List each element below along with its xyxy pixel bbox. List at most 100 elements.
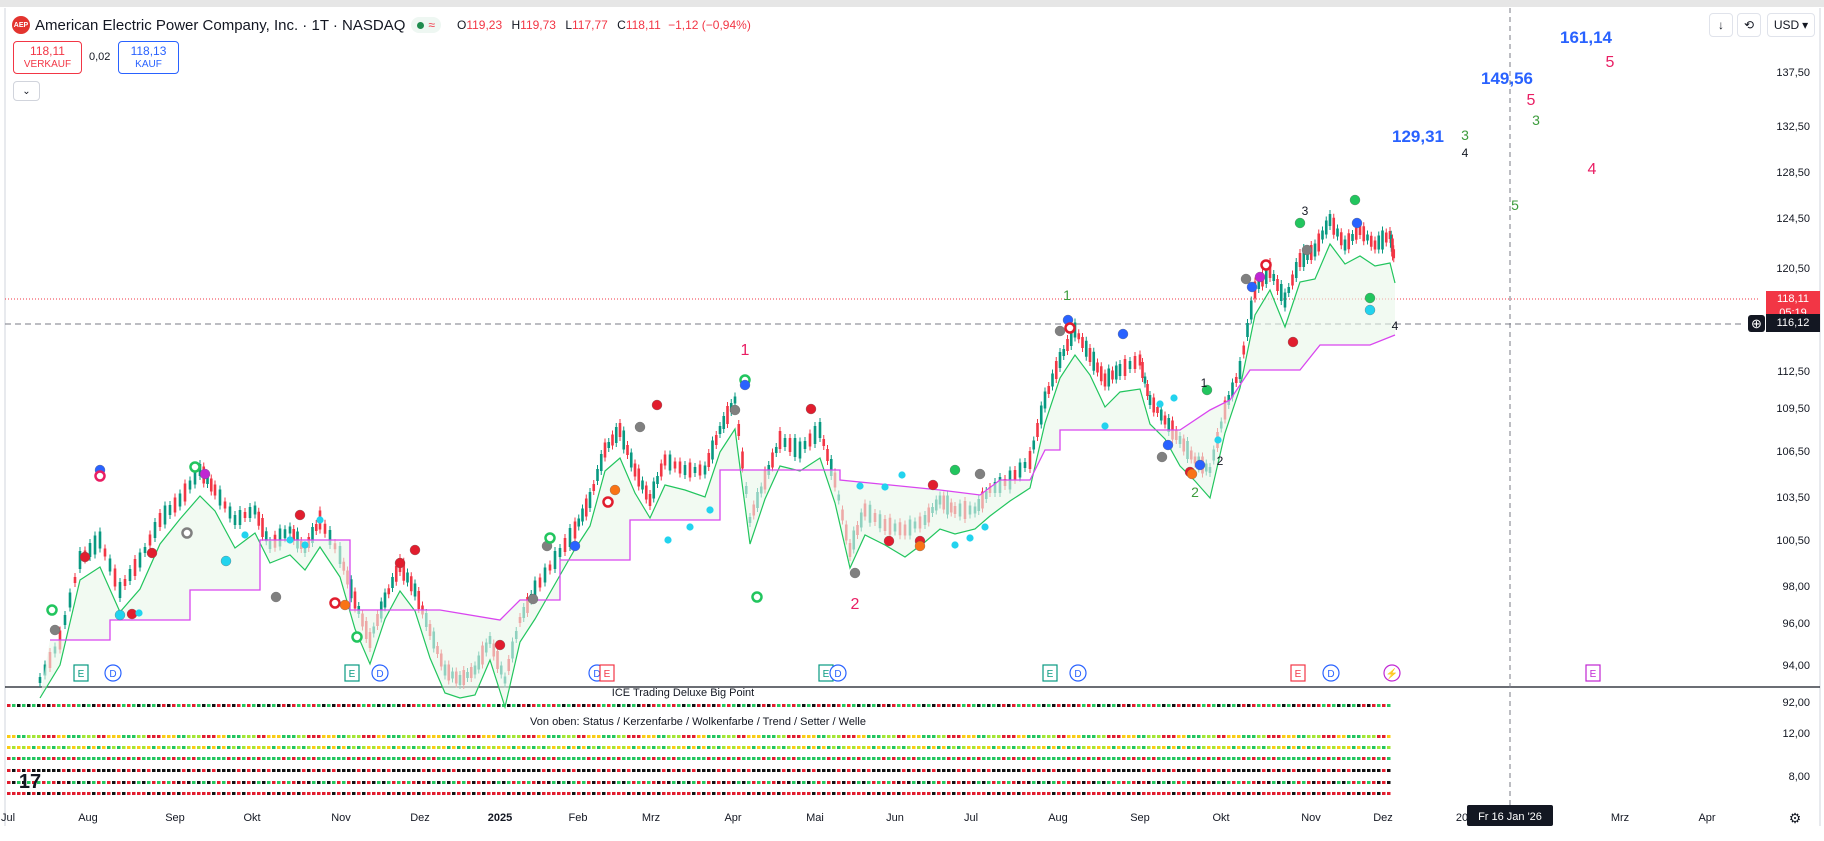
indicator-cell bbox=[1297, 757, 1301, 760]
indicator-cell bbox=[822, 704, 826, 707]
indicator-cell bbox=[397, 769, 401, 772]
signal-dot bbox=[729, 404, 741, 416]
indicator-cell bbox=[27, 781, 31, 784]
add-alert-icon[interactable]: ⊕ bbox=[1748, 315, 1765, 332]
candle-body bbox=[718, 426, 722, 434]
indicator-cell bbox=[922, 735, 926, 738]
indicator-cell bbox=[407, 769, 411, 772]
download-button[interactable]: ↓ bbox=[1709, 13, 1733, 37]
indicator-cell bbox=[967, 781, 971, 784]
event-marker-E[interactable]: E bbox=[1585, 664, 1601, 682]
indicator-cell bbox=[212, 769, 216, 772]
buy-button[interactable]: 118,13 KAUF bbox=[118, 41, 179, 74]
indicator-cell bbox=[917, 792, 921, 795]
candle-body bbox=[248, 507, 252, 518]
indicator-cell bbox=[537, 735, 541, 738]
indicator-cell bbox=[657, 792, 661, 795]
event-marker-E[interactable]: E bbox=[1290, 664, 1306, 682]
indicator-cell bbox=[1207, 757, 1211, 760]
indicator-cell bbox=[1197, 704, 1201, 707]
event-marker-D[interactable]: D bbox=[371, 664, 389, 682]
indicator-cell bbox=[507, 757, 511, 760]
event-marker-D[interactable]: D bbox=[1069, 664, 1087, 682]
indicator-cell bbox=[642, 746, 646, 749]
event-marker-E[interactable]: E bbox=[344, 664, 360, 682]
indicator-cell bbox=[1197, 746, 1201, 749]
indicator-cell bbox=[22, 757, 26, 760]
indicator-cell bbox=[487, 769, 491, 772]
indicator-cell bbox=[402, 746, 406, 749]
candle-body bbox=[1381, 230, 1384, 250]
indicator-cell bbox=[272, 704, 276, 707]
indicator-cell bbox=[1177, 746, 1181, 749]
currency-selector[interactable]: USD ▾ bbox=[1767, 13, 1815, 37]
indicator-cell bbox=[252, 769, 256, 772]
indicator-cell bbox=[802, 781, 806, 784]
indicator-cell bbox=[1242, 769, 1246, 772]
indicator-cell bbox=[872, 792, 876, 795]
indicator-cell bbox=[352, 781, 356, 784]
indicator-cell bbox=[327, 769, 331, 772]
event-marker-D[interactable]: D bbox=[829, 664, 847, 682]
event-marker-E[interactable]: E bbox=[73, 664, 89, 682]
event-marker-D[interactable]: D bbox=[104, 664, 122, 682]
event-marker-D[interactable]: D bbox=[1322, 664, 1340, 682]
indicator-cell bbox=[1147, 781, 1151, 784]
collapse-legend-button[interactable]: ⌄ bbox=[13, 81, 40, 101]
indicator-cell bbox=[657, 781, 661, 784]
candle-body bbox=[1246, 323, 1249, 337]
indicator-cell bbox=[382, 757, 386, 760]
event-marker-label: E bbox=[823, 669, 830, 680]
indicator-cell bbox=[287, 746, 291, 749]
indicator-cell bbox=[252, 792, 256, 795]
indicator-cell bbox=[37, 746, 41, 749]
event-marker-E[interactable]: E bbox=[599, 664, 615, 682]
indicator-cell bbox=[1317, 746, 1321, 749]
event-marker-label: E bbox=[604, 669, 611, 680]
indicator-cell bbox=[122, 757, 126, 760]
candle-body bbox=[1138, 354, 1142, 366]
indicator-cell bbox=[622, 792, 626, 795]
indicator-cell bbox=[482, 757, 486, 760]
indicator-cell bbox=[477, 735, 481, 738]
indicator-cell bbox=[352, 746, 356, 749]
indicator-cell bbox=[662, 746, 666, 749]
indicator-cell bbox=[792, 704, 796, 707]
sell-button[interactable]: 118,11 VERKAUF bbox=[13, 41, 82, 74]
indicator-cell bbox=[12, 769, 16, 772]
indicator-cell bbox=[807, 704, 811, 707]
indicator-cell bbox=[197, 746, 201, 749]
indicator-cell bbox=[12, 792, 16, 795]
indicator-cell bbox=[582, 769, 586, 772]
indicator-cell bbox=[1162, 757, 1166, 760]
signal-dot bbox=[49, 624, 61, 636]
candle-body bbox=[213, 484, 217, 496]
indicator-cell bbox=[592, 781, 596, 784]
indicator-cell bbox=[452, 792, 456, 795]
sync-button[interactable]: ⟲ bbox=[1737, 13, 1761, 37]
indicator-cell bbox=[1352, 757, 1356, 760]
event-marker-E[interactable]: E bbox=[818, 664, 834, 682]
indicator-cell bbox=[352, 757, 356, 760]
indicator-cell bbox=[372, 792, 376, 795]
candle-body bbox=[1036, 423, 1039, 437]
market-status-pill[interactable]: ≈ bbox=[411, 17, 441, 33]
symbol-title[interactable]: American Electric Power Company, Inc. · … bbox=[35, 16, 406, 34]
indicator-cell bbox=[827, 735, 831, 738]
indicator-cell bbox=[1012, 769, 1016, 772]
indicator-cell bbox=[1222, 735, 1226, 738]
event-marker-E[interactable]: E bbox=[1042, 664, 1058, 682]
event-marker-⚡[interactable]: ⚡ bbox=[1383, 664, 1401, 682]
indicator-cell bbox=[1217, 757, 1221, 760]
indicator-cell bbox=[852, 769, 856, 772]
indicator-cell bbox=[277, 769, 281, 772]
indicator-cell bbox=[502, 704, 506, 707]
indicator-cell bbox=[852, 792, 856, 795]
candle-body bbox=[1111, 370, 1114, 380]
indicator-cell bbox=[117, 769, 121, 772]
indicator-cell bbox=[367, 704, 371, 707]
indicator-cell bbox=[897, 757, 901, 760]
indicator-cell bbox=[782, 769, 786, 772]
candle-body bbox=[629, 452, 633, 468]
